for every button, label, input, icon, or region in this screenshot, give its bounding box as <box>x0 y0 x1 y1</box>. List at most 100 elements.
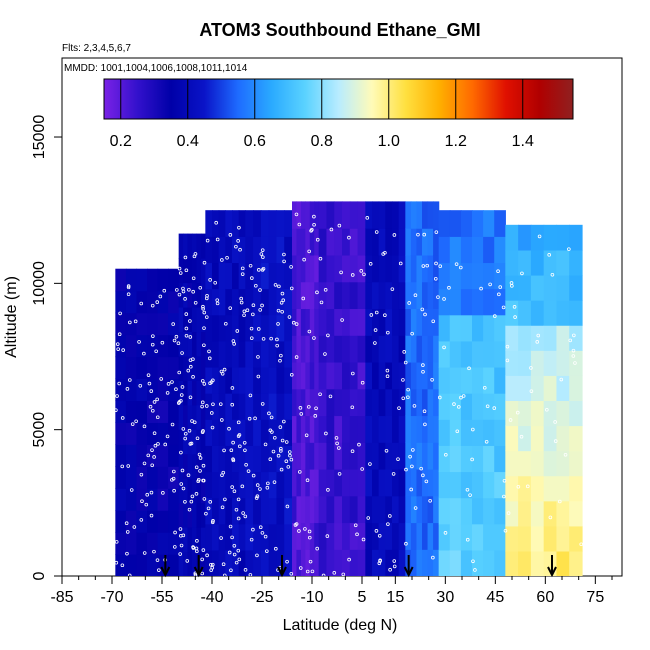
observation-point <box>246 469 251 473</box>
curtain-cell <box>518 500 532 527</box>
curtain-cell <box>543 325 558 351</box>
curtain-cell <box>385 335 393 363</box>
observation-point <box>256 374 261 379</box>
observation-point <box>223 321 228 326</box>
curtain-cell <box>318 281 328 310</box>
observation-point <box>492 314 497 318</box>
observation-point <box>488 282 492 287</box>
observation-point <box>482 385 487 390</box>
curtain-cell <box>205 549 213 576</box>
observation-point <box>118 311 122 316</box>
curtain-cell <box>318 228 328 256</box>
curtain-cell <box>205 262 213 290</box>
observation-point <box>312 222 316 227</box>
curtain-cell <box>284 236 293 264</box>
curtain-cell <box>309 495 315 524</box>
curtain-cell <box>385 308 393 336</box>
curtain-cell <box>334 549 343 576</box>
curtain-cell <box>449 262 462 290</box>
colorbar-tick-label: 1.0 <box>378 133 400 150</box>
curtain-cell <box>309 468 315 497</box>
curtain-cell <box>472 445 484 473</box>
x-tick-label: -25 <box>250 589 273 606</box>
curtain-cell <box>449 236 462 264</box>
observation-point <box>258 525 263 529</box>
curtain-cell <box>212 236 220 264</box>
curtain-cell <box>569 550 583 576</box>
observation-point <box>412 404 417 408</box>
curtain-cell <box>433 442 440 470</box>
curtain-cell <box>157 378 169 402</box>
curtain-cell <box>309 549 315 576</box>
curtain-cell <box>268 549 278 576</box>
observation-point <box>202 326 206 330</box>
curtain-cell <box>398 495 406 524</box>
curtain-cell <box>183 331 189 357</box>
observation-point <box>368 462 372 466</box>
observation-point <box>294 212 299 217</box>
curtain-cell <box>276 523 285 551</box>
observation-point <box>191 289 195 294</box>
curtain-cell <box>187 282 193 308</box>
observation-point <box>156 442 160 446</box>
curtain-cell <box>253 366 262 394</box>
dates-label: MMDD: 1001,1004,1006,1008,1011,1014 <box>64 63 248 74</box>
observation-point <box>304 433 309 438</box>
curtain-cell <box>305 442 311 470</box>
observation-point <box>194 492 199 496</box>
curtain-cell <box>196 478 202 504</box>
curtain-cell <box>268 314 278 342</box>
curtain-cell <box>438 523 451 551</box>
curtain-cell <box>115 356 127 380</box>
curtain-cell <box>349 549 359 576</box>
observation-point <box>201 548 206 552</box>
curtain-cell <box>157 334 169 358</box>
curtain-cell <box>378 442 386 470</box>
observation-point <box>236 497 241 502</box>
curtain-cell <box>422 442 429 470</box>
curtain-cell <box>268 471 278 499</box>
curtain-cell <box>147 356 159 380</box>
curtain-cell <box>238 288 246 316</box>
observation-point <box>315 237 320 242</box>
curtain-cell <box>296 254 302 283</box>
curtain-cell <box>183 306 189 333</box>
curtain-cell <box>115 290 127 314</box>
observation-point <box>208 381 212 386</box>
curtain-cell <box>200 502 206 528</box>
curtain-cell <box>187 355 193 381</box>
curtain-cell <box>225 393 233 420</box>
observation-point <box>177 400 182 404</box>
observation-point <box>324 431 328 436</box>
curtain-cell <box>556 249 570 276</box>
observation-point <box>243 514 248 519</box>
observation-point <box>280 309 284 314</box>
curtain-cell <box>326 254 335 283</box>
curtain-cell <box>292 522 298 550</box>
curtain-cell <box>187 453 193 479</box>
curtain-cell <box>372 201 380 229</box>
curtain-cell <box>422 201 429 229</box>
curtain-cell <box>115 466 127 489</box>
observation-point <box>204 511 208 516</box>
observation-point <box>299 412 304 416</box>
observation-point <box>146 373 151 377</box>
observation-point <box>428 498 432 503</box>
curtain-cell <box>125 334 138 358</box>
curtain-cell <box>245 393 254 420</box>
curtain-cell <box>147 444 159 467</box>
observation-point <box>397 406 401 410</box>
curtain-cell <box>357 388 366 417</box>
curtain-cell <box>398 442 406 470</box>
curtain-cell <box>136 422 148 445</box>
observation-point <box>242 313 246 318</box>
observation-point <box>170 422 175 427</box>
curtain-cell <box>192 233 198 259</box>
curtain-cell <box>372 308 380 336</box>
curtain-cell <box>472 288 484 316</box>
observation-point <box>230 485 234 489</box>
curtain-cell <box>284 549 293 576</box>
curtain-cell <box>225 236 233 264</box>
observation-point <box>175 288 179 292</box>
curtain-cell <box>530 500 545 527</box>
